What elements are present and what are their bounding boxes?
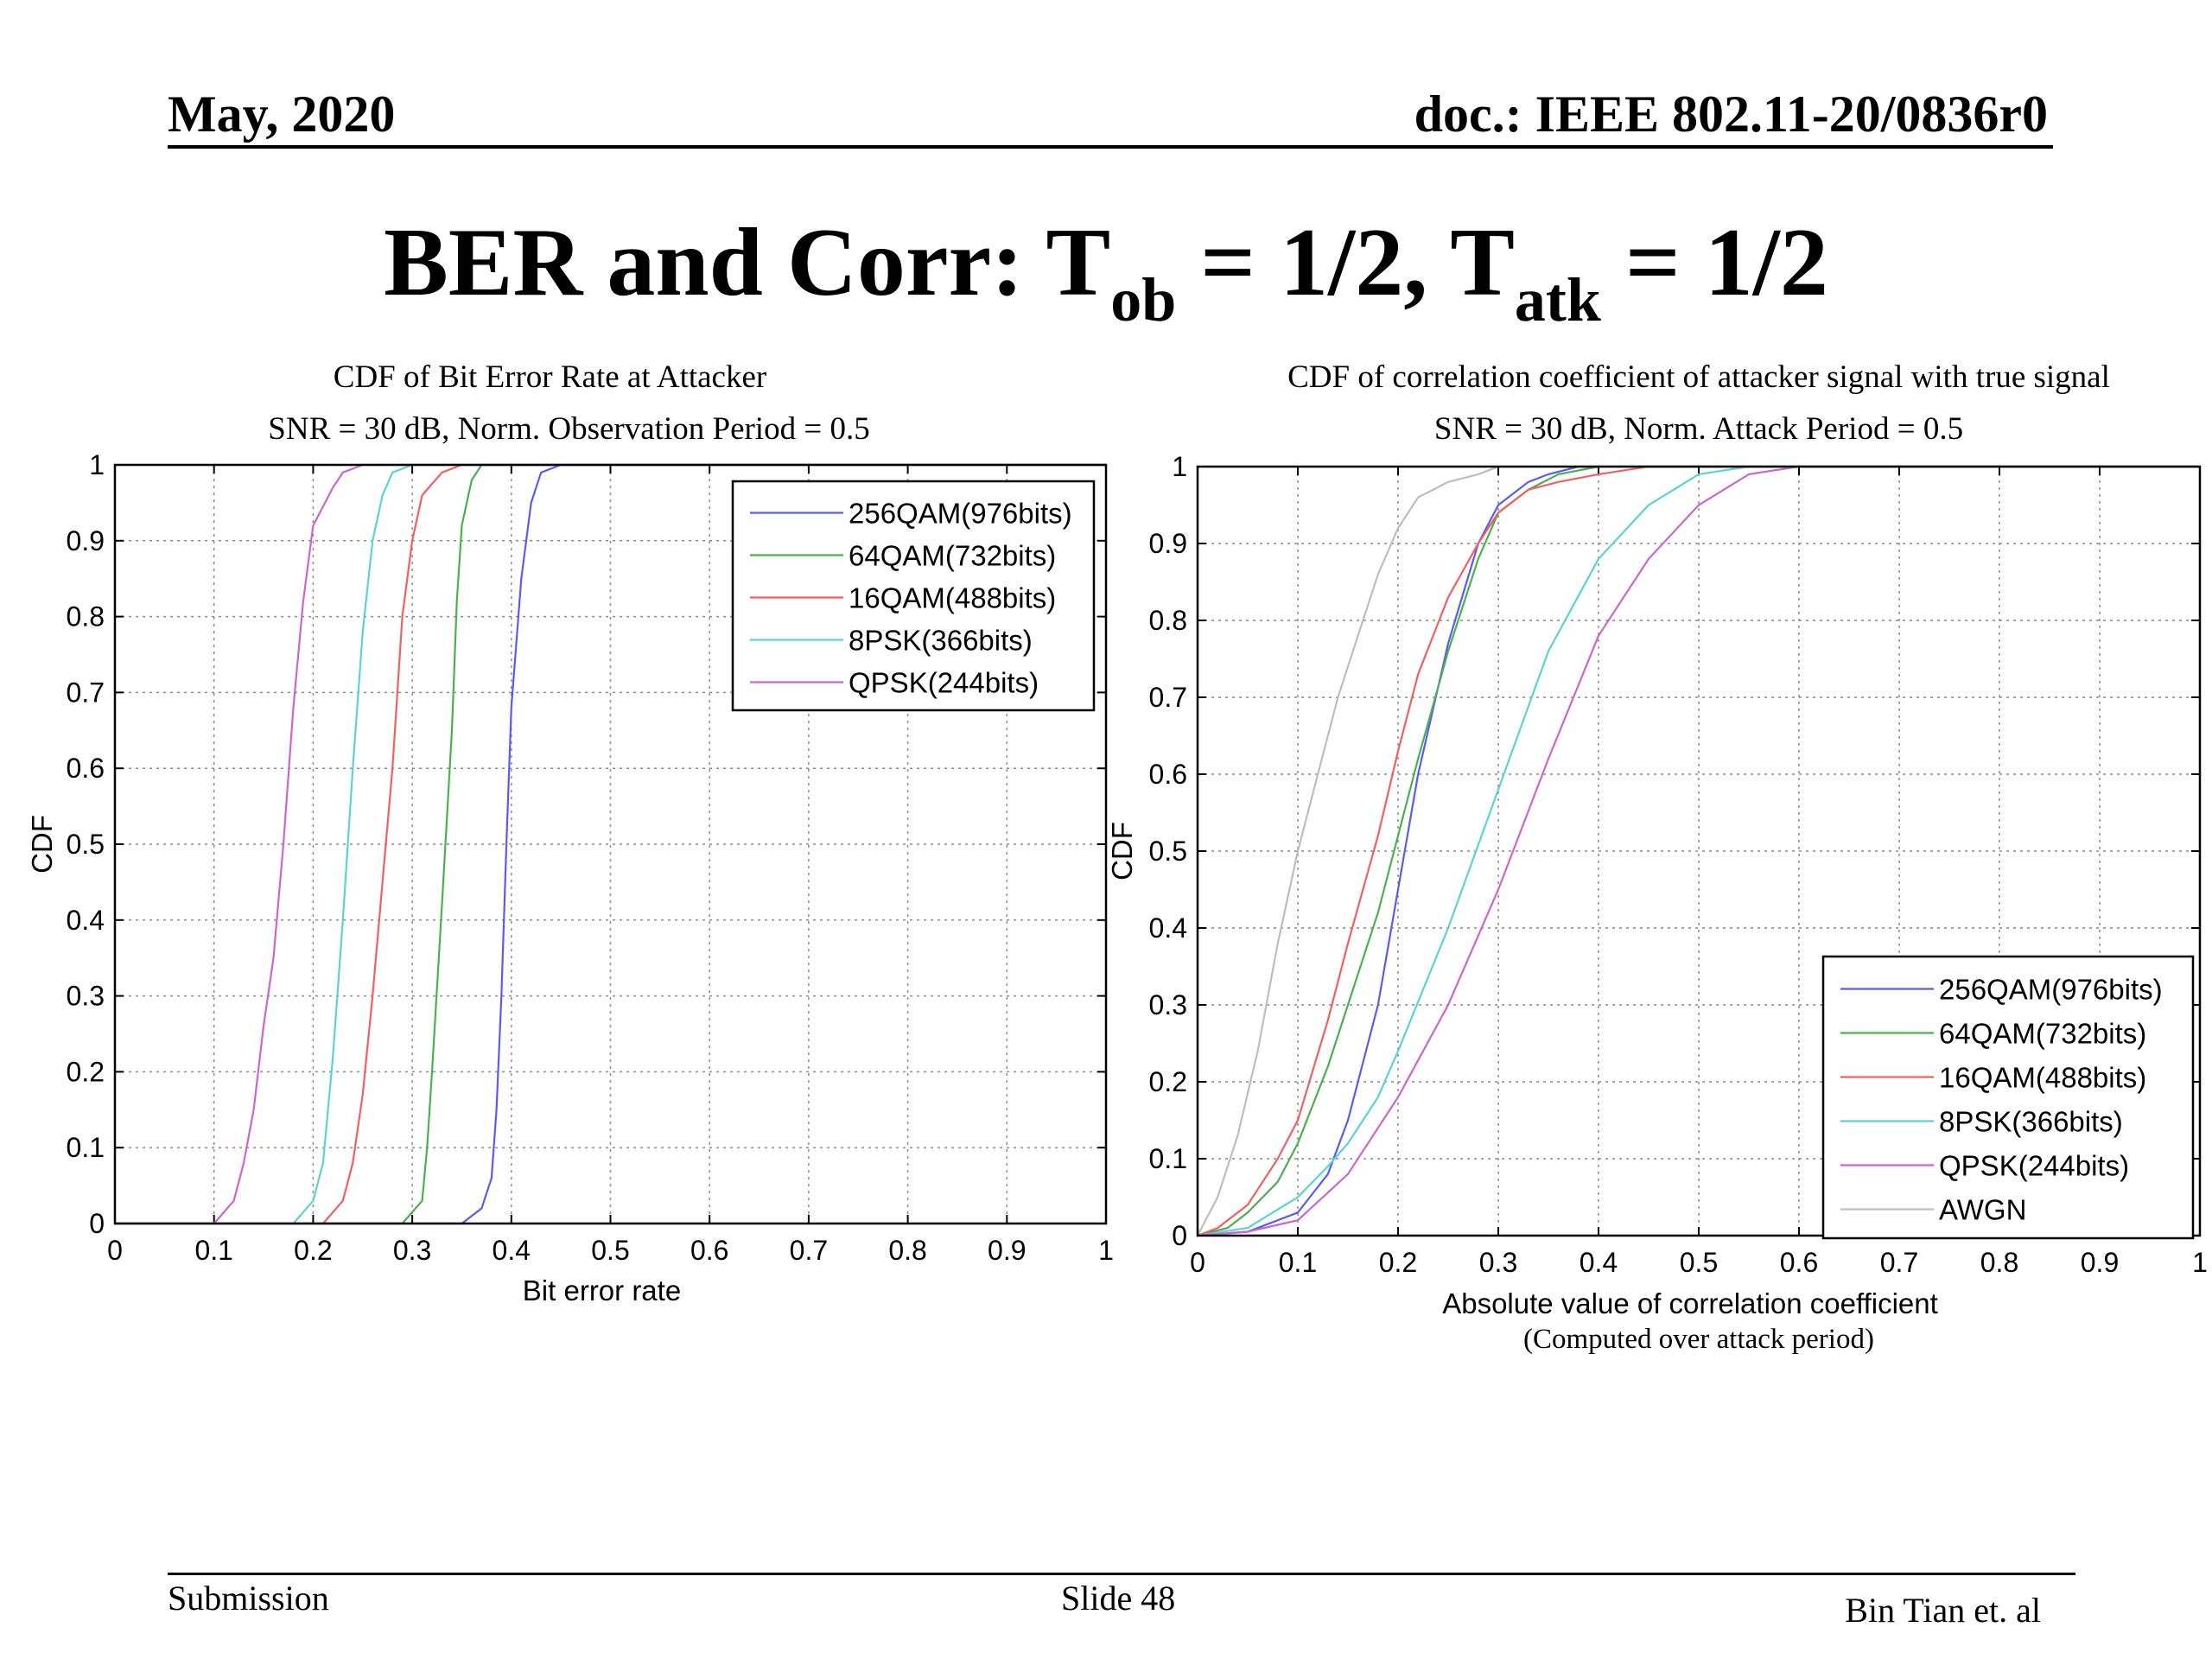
chart-1-y-tick-label: 0.9 <box>1149 528 1187 559</box>
title-part-c: = 1/2 <box>1600 209 1828 316</box>
chart-0-legend-box <box>731 480 1096 712</box>
chart-1-title: CDF of correlation coefficient of attack… <box>1287 359 2110 395</box>
chart-0-x-tick-label: 0.8 <box>888 1235 926 1266</box>
header-doc-id: doc.: IEEE 802.11-20/0836r0 <box>1414 86 2048 143</box>
chart-1-subtitle: SNR = 30 dB, Norm. Attack Period = 0.5 <box>1434 411 1963 447</box>
header-date: May, 2020 <box>168 86 396 143</box>
chart-1-x-tick-label: 0.6 <box>1780 1247 1818 1278</box>
chart-1-series-awgnline <box>1197 465 2200 1236</box>
chart-0-y-axis-label: CDF <box>26 815 58 874</box>
chart-1-x-axis-sublabel: (Computed over attack period) <box>1523 1324 1874 1355</box>
chart-1-x-tick-label: 0.8 <box>1980 1247 2018 1278</box>
title-subscript-ob: ob <box>1110 265 1177 334</box>
chart-0-y-tick-label: 0 <box>89 1208 105 1239</box>
chart-0-series-256qam-976bits-line <box>115 463 1106 1225</box>
chart-0-y-tick-label: 0.1 <box>67 1132 105 1163</box>
chart-0-x-tick-label: 1 <box>1098 1235 1114 1266</box>
chart-0-y-tick-label: 0.4 <box>67 905 105 936</box>
chart-0-series-64qam-732bits-line <box>115 463 1106 1225</box>
chart-0-legend-label: 256QAM(976bits) <box>849 498 1072 530</box>
chart-0-y-tick-label: 0.7 <box>67 677 105 708</box>
chart-1-y-tick-label: 0.4 <box>1149 912 1187 944</box>
chart-1-x-axis-label: Absolute value of correlation coefficien… <box>1442 1287 1938 1319</box>
chart-1-x-tick-label: 0.3 <box>1479 1247 1517 1278</box>
chart-0-y-tick-label: 0.9 <box>67 525 105 556</box>
chart-1-y-tick-label: 0.5 <box>1149 836 1187 867</box>
chart-0-y-tick-label: 0.3 <box>67 981 105 1012</box>
chart-0-series-8psk-366bits-line <box>115 463 1106 1225</box>
header-rule <box>168 145 2053 149</box>
footer-slide-number: Slide 48 <box>1061 1579 1176 1618</box>
chart-0-x-tick-label: 0.7 <box>790 1235 828 1266</box>
chart-1-legend-box <box>1821 955 2195 1240</box>
chart-1-x-tick-label: 1 <box>2192 1247 2208 1278</box>
chart-1-series-qpsk-244bits-line <box>1197 465 2200 1237</box>
chart-1-y-tick-label: 1 <box>1172 451 1187 482</box>
chart-1-legend-label: 64QAM(732bits) <box>1939 1018 2146 1050</box>
chart-1-axes-frame <box>1196 465 2202 1237</box>
chart-0-x-tick-label: 0.1 <box>194 1235 232 1266</box>
chart-0-x-tick-label: 0.4 <box>493 1235 531 1266</box>
chart-0-series-16qam-488bits-line <box>115 463 1106 1225</box>
chart-0-legend-label: 8PSK(366bits) <box>849 625 1033 657</box>
chart-0-x-tick-label: 0.2 <box>294 1235 332 1266</box>
footer-submission: Submission <box>168 1579 329 1618</box>
footer-authors: Bin Tian et. al <box>1845 1591 2041 1630</box>
chart-1-legend-label: 16QAM(488bits) <box>1939 1062 2146 1094</box>
slide-title: BER and Corr: Tob = 1/2, Tatk = 1/2 <box>0 207 2212 336</box>
chart-1-x-tick-label: 0 <box>1190 1247 1205 1278</box>
chart-0-legend-label: 64QAM(732bits) <box>849 540 1056 572</box>
chart-1-y-axis-label: CDF <box>1106 822 1138 880</box>
chart-1-y-tick-label: 0.3 <box>1149 989 1187 1020</box>
chart-0-y-tick-label: 0.8 <box>67 601 105 632</box>
title-part-a: BER and Corr: T <box>384 209 1111 316</box>
chart-1-y-tick-label: 0 <box>1172 1220 1187 1251</box>
chart-0-y-tick-label: 0.6 <box>67 753 105 784</box>
chart-1-legend-label: 8PSK(366bits) <box>1939 1106 2123 1138</box>
chart-0-axes-frame <box>113 463 1108 1225</box>
chart-1-series-64qam-732bits-line <box>1197 465 2200 1237</box>
chart-0-x-tick-label: 0.5 <box>591 1235 629 1266</box>
chart-1-legend-label: 256QAM(976bits) <box>1939 974 2163 1006</box>
chart-0-x-tick-label: 0.6 <box>690 1235 728 1266</box>
chart-0-x-tick-label: 0.9 <box>988 1235 1026 1266</box>
chart-1-series-16qam-488bits-line <box>1197 465 2200 1237</box>
chart-0-subtitle: SNR = 30 dB, Norm. Observation Period = … <box>268 411 869 447</box>
chart-0-title: CDF of Bit Error Rate at Attacker <box>334 359 766 395</box>
chart-1-x-tick-label: 0.7 <box>1880 1247 1918 1278</box>
chart-0-y-tick-label: 0.5 <box>67 829 105 860</box>
chart-1-x-tick-label: 0.2 <box>1379 1247 1417 1278</box>
chart-1-series-256qam-976bits-line <box>1197 465 2200 1237</box>
chart-1-y-tick-label: 0.1 <box>1149 1143 1187 1174</box>
chart-1-y-tick-label: 0.8 <box>1149 605 1187 636</box>
chart-1-x-tick-label: 0.4 <box>1580 1247 1618 1278</box>
chart-1-series-8psk-366bits-line <box>1197 465 2200 1237</box>
title-subscript-atk: atk <box>1514 265 1601 334</box>
chart-0-series-qpsk-244bits-line <box>115 463 1106 1225</box>
chart-1-x-tick-label: 0.1 <box>1279 1247 1317 1278</box>
chart-0-y-tick-label: 1 <box>89 449 105 480</box>
chart-0-legend-label: QPSK(244bits) <box>849 667 1039 699</box>
chart-1-x-tick-label: 0.9 <box>2081 1247 2119 1278</box>
chart-1-legend-label: QPSK(244bits) <box>1939 1150 2129 1182</box>
chart-0-x-tick-label: 0 <box>107 1235 123 1266</box>
title-part-b: = 1/2, T <box>1176 209 1515 316</box>
chart-0-legend-label: 16QAM(488bits) <box>849 582 1056 614</box>
chart-1-y-tick-label: 0.6 <box>1149 759 1187 790</box>
chart-1-x-tick-label: 0.5 <box>1680 1247 1718 1278</box>
chart-0-x-axis-label: Bit error rate <box>523 1274 681 1306</box>
chart-0-x-tick-label: 0.3 <box>393 1235 431 1266</box>
chart-1-y-tick-label: 0.7 <box>1149 682 1187 713</box>
chart-0-y-tick-label: 0.2 <box>67 1056 105 1087</box>
footer-rule <box>168 1573 2075 1575</box>
chart-1-legend-label: AWGN <box>1939 1194 2026 1226</box>
chart-1-y-tick-label: 0.2 <box>1149 1066 1187 1097</box>
